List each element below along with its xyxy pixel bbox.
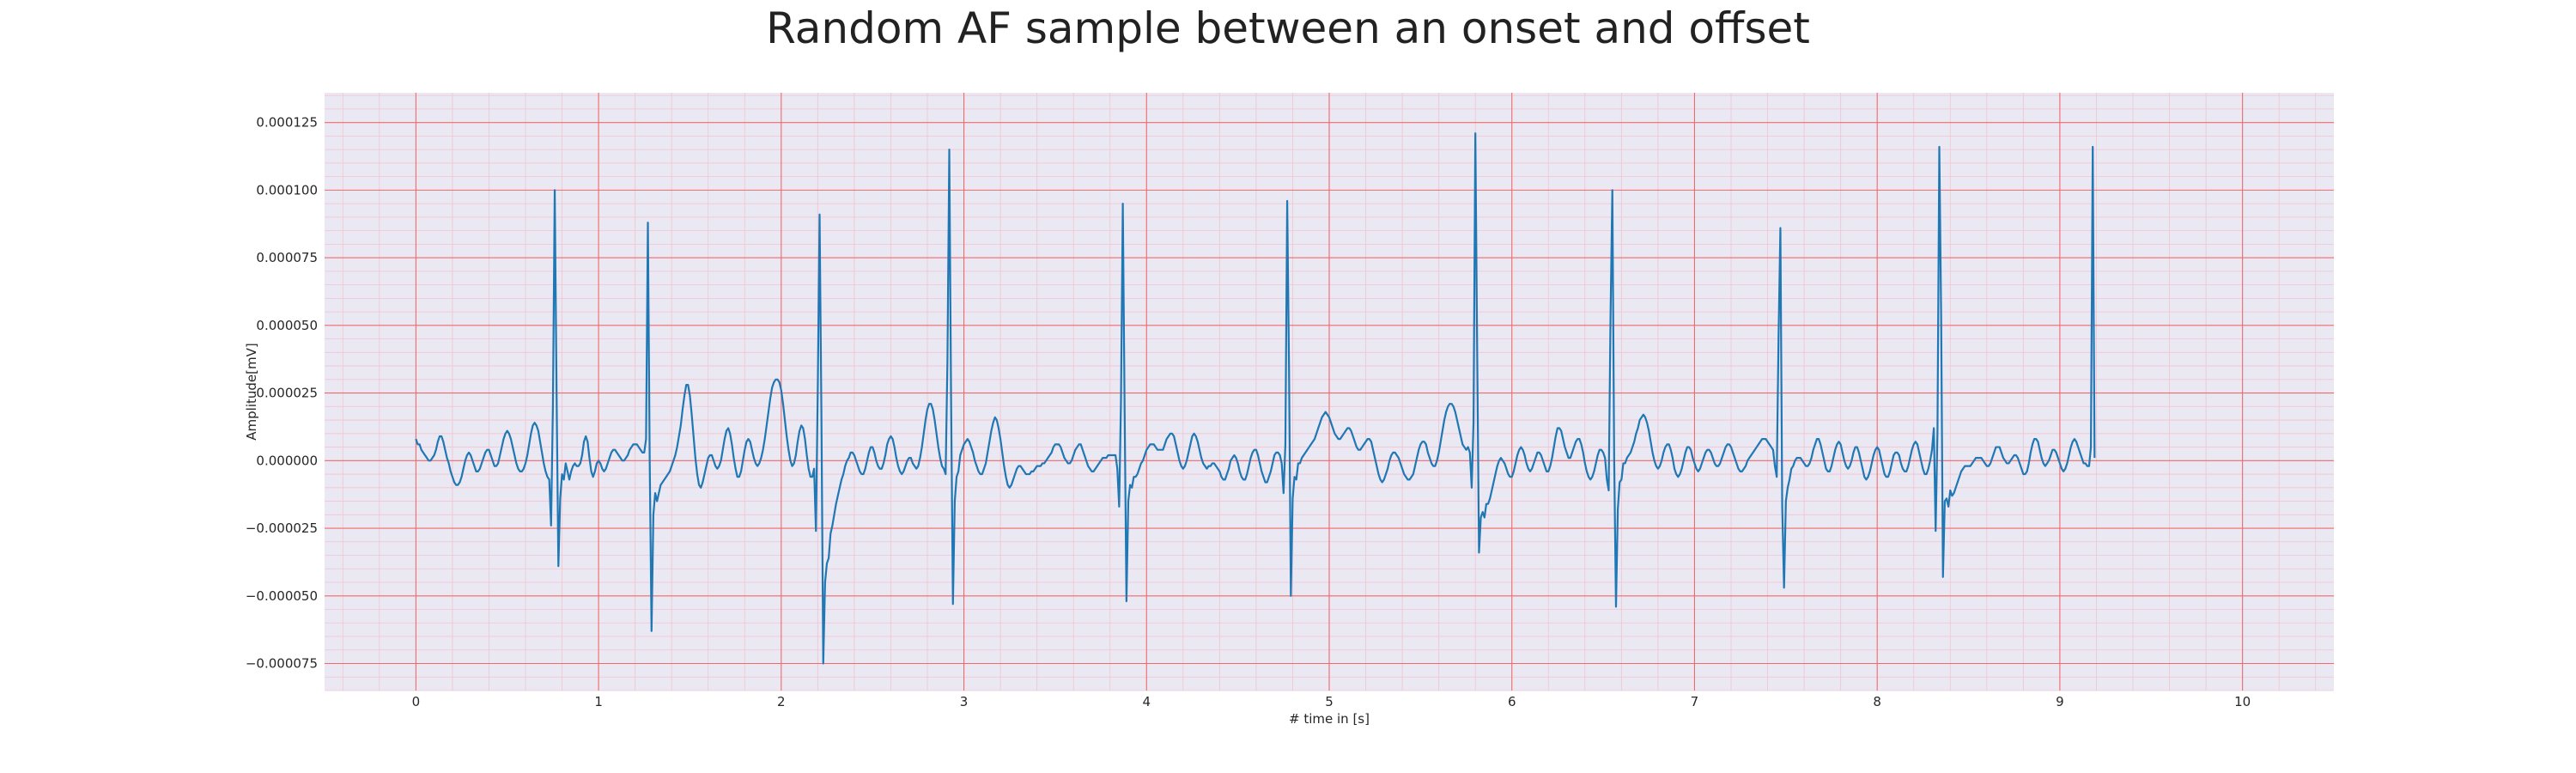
x-tick-label: 5 [1325,694,1334,709]
x-axis-label: # time in [s] [1289,711,1370,727]
x-tick-label: 6 [1508,694,1516,709]
y-tick-label: 0.000000 [256,453,318,468]
y-tick-label: 0.000100 [256,182,318,198]
chart-title: Random AF sample between an onset and of… [766,3,1810,53]
x-tick-label: 0 [412,694,421,709]
x-tick-label: 4 [1142,694,1151,709]
x-axis: 0 1 2 3 4 5 6 7 8 9 10 [412,694,2251,709]
y-tick-label: −0.000075 [246,656,318,672]
y-tick-label: −0.000025 [246,520,318,536]
y-tick-label: 0.000125 [256,115,318,131]
x-tick-label: 10 [2234,694,2251,709]
x-tick-label: 8 [1873,694,1881,709]
x-tick-label: 1 [594,694,603,709]
y-tick-label: −0.000050 [246,588,318,604]
series-layer [415,132,2096,665]
x-tick-label: 2 [777,694,786,709]
ecg-signal-line [415,132,2096,665]
y-tick-label: 0.000050 [256,318,318,333]
y-tick-label: 0.000025 [256,386,318,401]
y-axis: −0.000075 −0.000050 −0.000025 0.000000 0.000… [246,115,318,672]
y-tick-label: 0.000075 [256,250,318,265]
x-tick-label: 3 [960,694,969,709]
x-tick-label: 7 [1691,694,1699,709]
major-grid [325,93,2334,691]
y-axis-label: Amplitude[mV] [244,343,259,440]
x-tick-label: 9 [2056,694,2064,709]
